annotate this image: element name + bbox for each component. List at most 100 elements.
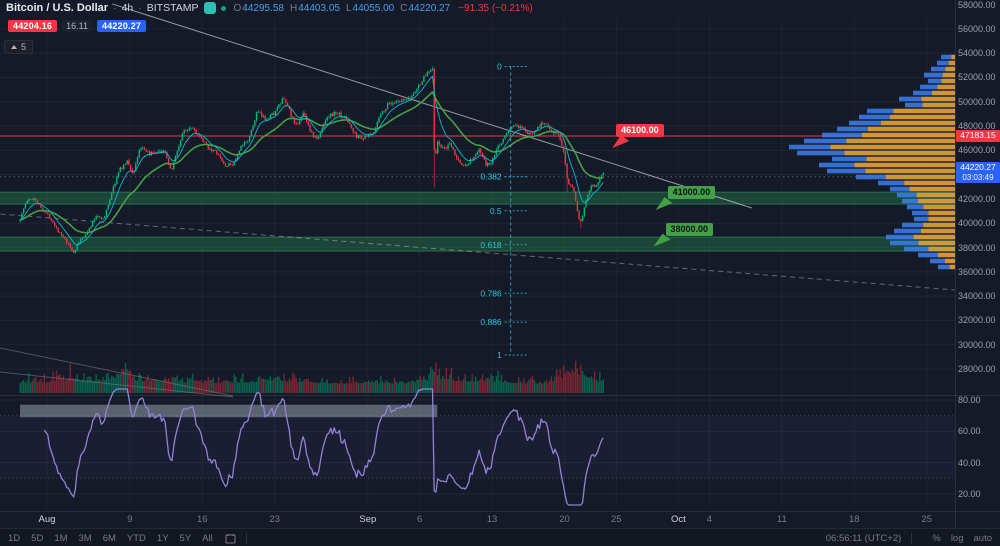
price-tick: 46000.00 xyxy=(958,145,996,156)
price-note[interactable]: 38000.00 xyxy=(665,222,714,236)
time-tick-25[interactable]: 25 xyxy=(610,514,622,525)
date-range-buttons: 1D 5D 1M 3M 6M YTD 1Y 5Y All xyxy=(8,533,213,544)
time-tick-oct[interactable]: Oct xyxy=(670,514,686,525)
close-value: 44220.27 xyxy=(408,2,451,14)
indicator-tick: 20.00 xyxy=(958,489,981,499)
price-tick: 48000.00 xyxy=(958,121,996,132)
range-button-1y[interactable]: 1Y xyxy=(156,532,169,544)
range-button-1d[interactable]: 1D xyxy=(8,532,21,544)
close-label: C xyxy=(400,2,408,14)
price-tick: 38000.00 xyxy=(958,242,996,253)
divider xyxy=(245,532,247,544)
price-tick: 40000.00 xyxy=(958,218,996,229)
price-tick: 32000.00 xyxy=(958,315,996,326)
calendar-icon[interactable] xyxy=(225,533,236,544)
callout-pointers-layer xyxy=(612,135,673,247)
grid-layer xyxy=(0,18,955,508)
price-axis[interactable]: 47183.15 44220.27 03:03:49 58000.00 56000… xyxy=(956,0,1000,528)
interval-label[interactable]: 4h xyxy=(121,2,134,14)
price-tick: 30000.00 xyxy=(958,339,996,350)
high-value: 44403.05 xyxy=(298,2,340,14)
fib-layer: 0 0.382 0.5 0.618 0.786 0.886 1 xyxy=(480,62,529,360)
time-axis[interactable]: Aug 9 16 23 Sep 6 13 20 25 Oct 4 11 18 25 xyxy=(0,511,955,528)
price-tick: 58000.00 xyxy=(958,0,996,10)
scale-controls: 06:56:11 (UTC+2) % log auto xyxy=(825,532,993,544)
time-tick-20[interactable]: 20 xyxy=(559,514,570,525)
volume-profile-layer xyxy=(789,54,955,270)
fib-level-label: 1 xyxy=(497,350,502,360)
ema-layer xyxy=(19,75,604,245)
time-tick-16[interactable]: 16 xyxy=(196,514,208,525)
rsi-layer xyxy=(0,388,955,506)
exchange-label[interactable]: BITSTAMP xyxy=(146,2,199,14)
time-tick-11[interactable]: 11 xyxy=(776,514,787,525)
trendlines-layer xyxy=(0,3,955,398)
fib-level-label: 0.786 xyxy=(480,288,502,298)
separators-layer xyxy=(0,0,1000,528)
sell-price-button[interactable]: 44204.16 xyxy=(8,20,58,32)
support-zones-layer xyxy=(0,191,955,252)
bottom-toolbar: 1D 5D 1M 3M 6M YTD 1Y 5Y All 06:56:11 (UTC+2) % … xyxy=(0,528,1000,546)
buy-price-button[interactable]: 44220.27 xyxy=(97,20,147,32)
volume-layer xyxy=(19,360,604,393)
price-tick: 54000.00 xyxy=(958,48,996,59)
time-tick-4[interactable]: 4 xyxy=(706,514,713,525)
collapsed-indicators-chip[interactable]: 5 xyxy=(4,40,34,54)
time-tick-25[interactable]: 25 xyxy=(921,514,933,525)
open-label: O xyxy=(233,2,242,14)
percent-scale-button[interactable]: % xyxy=(932,532,941,544)
divider xyxy=(911,532,913,544)
open-value: 44295.58 xyxy=(242,2,284,14)
fib-level-label: 0.382 xyxy=(480,172,502,182)
fib-level-label: 0 xyxy=(497,62,502,72)
separator: · xyxy=(113,2,117,14)
rsi-highlight-box xyxy=(20,404,438,418)
price-tick: 36000.00 xyxy=(958,266,996,277)
level-lines-layer xyxy=(0,135,955,178)
price-tick: 56000.00 xyxy=(958,23,996,34)
price-note[interactable]: 41000.00 xyxy=(667,186,716,200)
indicator-tick: 80.00 xyxy=(958,395,981,405)
time-tick-9[interactable]: 9 xyxy=(127,514,133,525)
price-tick: 52000.00 xyxy=(958,72,996,83)
range-button-all[interactable]: All xyxy=(202,532,213,544)
time-tick-18[interactable]: 18 xyxy=(849,514,860,525)
exchange-logo-icon xyxy=(203,2,216,14)
low-value: 44055.00 xyxy=(352,2,395,14)
low-label: L xyxy=(345,2,352,14)
time-tick-aug[interactable]: Aug xyxy=(38,514,56,525)
log-scale-button[interactable]: log xyxy=(950,532,964,544)
range-button-6m[interactable]: 6M xyxy=(102,532,116,544)
clock-label[interactable]: 06:56:11 (UTC+2) xyxy=(825,532,902,544)
indicator-tick: 60.00 xyxy=(958,426,981,437)
time-tick-23[interactable]: 23 xyxy=(269,514,280,525)
range-button-3m[interactable]: 3M xyxy=(78,532,92,544)
fib-level-label: 0.886 xyxy=(480,317,502,327)
symbol-title[interactable]: Bitcoin / U.S. Dollar xyxy=(6,2,109,14)
range-button-1m[interactable]: 1M xyxy=(54,532,68,544)
change-value: −91.35 (−0.21%) xyxy=(458,2,533,14)
price-tick: 42000.00 xyxy=(958,193,996,204)
price-tick: 28000.00 xyxy=(958,364,996,375)
time-tick-6[interactable]: 6 xyxy=(416,514,423,525)
current-price-label: 44220.27 03:03:49 xyxy=(956,162,1000,183)
price-note[interactable]: 46100.00 xyxy=(616,124,664,138)
auto-scale-button[interactable]: auto xyxy=(973,532,993,544)
indicator-tick: 40.00 xyxy=(958,457,981,468)
range-button-ytd[interactable]: YTD xyxy=(126,532,146,544)
bar-countdown: 03:03:49 xyxy=(962,173,994,182)
range-button-5y[interactable]: 5Y xyxy=(179,532,192,544)
spread-value: 16.11 xyxy=(62,20,92,32)
candles-layer xyxy=(19,66,604,255)
range-button-5d[interactable]: 5D xyxy=(31,532,44,544)
time-tick-sep[interactable]: Sep xyxy=(359,514,377,525)
fib-level-label: 0.618 xyxy=(480,240,502,250)
time-tick-13[interactable]: 13 xyxy=(486,514,498,525)
indicator-axis[interactable]: 80.00 60.00 40.00 20.00 xyxy=(956,0,1000,528)
separator: · xyxy=(138,2,142,14)
fib-level-label: 0.5 xyxy=(490,206,502,216)
buy-sell-widget: 44204.16 16.11 44220.27 xyxy=(8,20,147,32)
